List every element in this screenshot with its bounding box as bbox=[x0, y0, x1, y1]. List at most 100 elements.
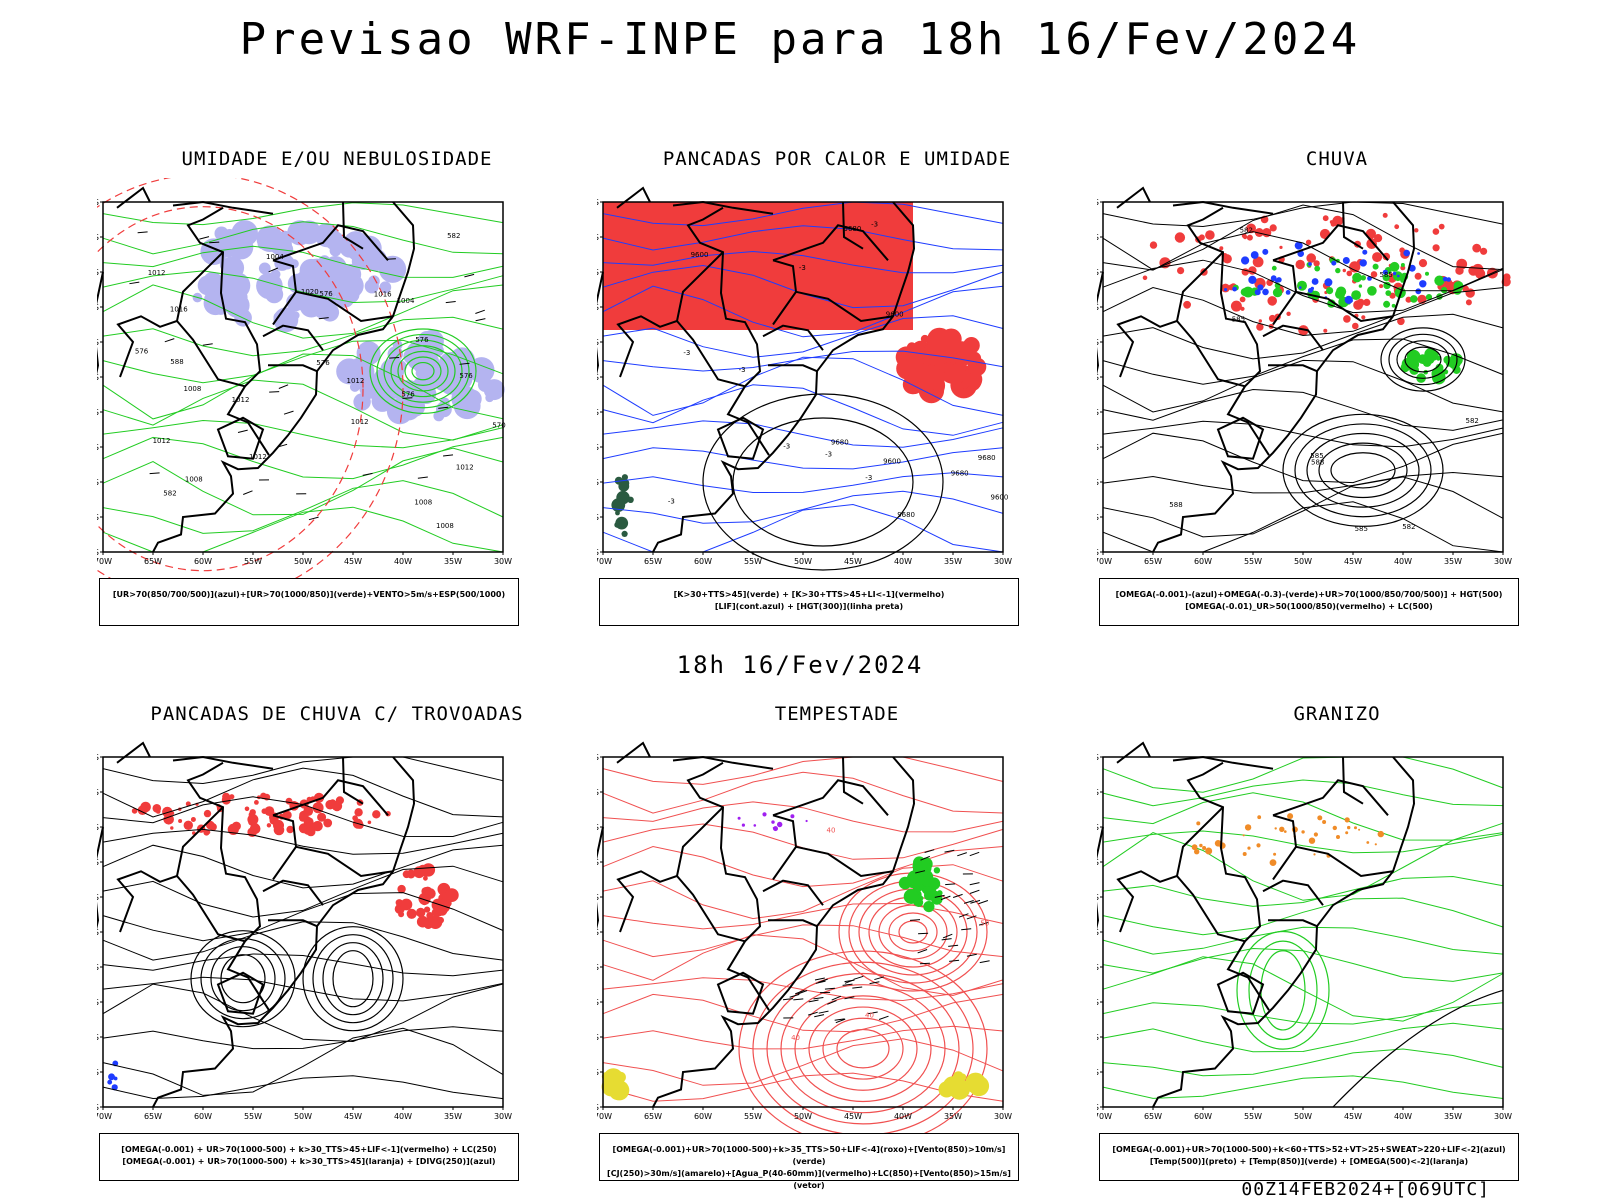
lat-tick-label: 21S bbox=[1097, 858, 1099, 867]
country-border bbox=[117, 188, 150, 208]
legend-line-2: [CJ(250)>30m/s](amarelo)+[Agua_P(40-60mm… bbox=[600, 1168, 1018, 1192]
temp500-contour bbox=[1333, 990, 1503, 1107]
contour-label: 1016 bbox=[170, 306, 188, 314]
instability-blob-ocean bbox=[896, 328, 987, 404]
lat-tick-label: 12S bbox=[97, 753, 99, 762]
legend-box: [K>30+TTS>45](verde) + [K>30+TTS>45+LI<-… bbox=[599, 578, 1019, 626]
lon-tick-label: 30W bbox=[994, 557, 1012, 566]
lat-tick-label: 39S bbox=[1097, 1068, 1099, 1077]
lat-tick-label: 21S bbox=[597, 303, 599, 312]
legend-line-1: [UR>70(850/700/500)](azul)+[UR>70(1000/8… bbox=[100, 589, 518, 601]
lat-tick-label: 39S bbox=[597, 513, 599, 522]
contour-label: 585 bbox=[1355, 525, 1368, 533]
lon-tick-label: 65W bbox=[644, 557, 662, 566]
lon-tick-label: 35W bbox=[444, 1112, 462, 1121]
lon-axis: 70W65W60W55W50W45W40W35W30W bbox=[597, 1107, 1012, 1121]
country-border bbox=[1263, 326, 1323, 351]
lon-axis: 70W65W60W55W50W45W40W35W30W bbox=[1097, 1107, 1512, 1121]
lat-tick-label: 27S bbox=[97, 928, 99, 937]
pw-contours-south bbox=[739, 951, 987, 1133]
lat-tick-label: 24S bbox=[97, 893, 99, 902]
country-border bbox=[1343, 757, 1363, 804]
contour-label: 576 bbox=[135, 347, 149, 355]
lat-tick-label: 39S bbox=[97, 1068, 99, 1077]
lat-tick-label: 27S bbox=[597, 928, 599, 937]
contour-label: 588 bbox=[1169, 501, 1182, 509]
contour-label: 576 bbox=[401, 390, 415, 398]
lon-tick-label: 45W bbox=[1344, 1112, 1362, 1121]
plot-frame bbox=[603, 757, 1003, 1107]
lat-tick-label: 30S bbox=[97, 963, 99, 972]
country-border bbox=[263, 881, 323, 906]
lat-tick-label: 27S bbox=[97, 373, 99, 382]
contour-label: 1012 bbox=[232, 396, 250, 404]
legend-line-2: [OMEGA(-0.01)_UR>50(1000/850)(vermelho) … bbox=[1100, 601, 1518, 613]
lat-tick-label: 33S bbox=[97, 998, 99, 1007]
country-border bbox=[1177, 876, 1245, 941]
legend-line-2: [Temp(500)](preto) + [Temp(850)](verde) … bbox=[1100, 1156, 1518, 1168]
contour-label: 1012 bbox=[351, 418, 369, 426]
contour-label: 1004 bbox=[397, 297, 415, 305]
contour-label: 1004 bbox=[266, 253, 284, 261]
legend-line-2: [LIF](cont.azul) + [HGT(300)](linha pret… bbox=[600, 601, 1018, 613]
contour-label: 9600 bbox=[883, 458, 901, 466]
contour-label: 1008 bbox=[185, 476, 203, 484]
country-border bbox=[677, 876, 745, 941]
lon-tick-label: 55W bbox=[744, 557, 762, 566]
map-svg: 12S15S18S21S24S27S30S33S36S39S42S70W65W6… bbox=[1097, 733, 1523, 1133]
contour-label: -3 bbox=[799, 264, 806, 272]
lat-tick-label: 15S bbox=[1097, 233, 1099, 242]
lon-tick-label: 60W bbox=[694, 557, 712, 566]
lat-tick-label: 42S bbox=[97, 1103, 99, 1112]
lat-tick-label: 30S bbox=[597, 408, 599, 417]
lon-tick-label: 40W bbox=[394, 557, 412, 566]
contour-label: 585 bbox=[1380, 271, 1393, 279]
contour-label: 576 bbox=[459, 372, 473, 380]
country-border bbox=[343, 757, 363, 804]
contour-label: 9600 bbox=[886, 311, 904, 319]
lon-tick-label: 50W bbox=[294, 1112, 312, 1121]
lon-tick-label: 40W bbox=[1394, 1112, 1412, 1121]
contour-label: 1008 bbox=[184, 385, 202, 393]
contour-label: 1008 bbox=[436, 522, 454, 530]
contour-label: 9680 bbox=[831, 438, 849, 446]
lat-tick-label: 21S bbox=[1097, 303, 1099, 312]
contour-label: -3 bbox=[683, 349, 690, 357]
lat-tick-label: 36S bbox=[597, 478, 599, 487]
country-border bbox=[1263, 881, 1323, 906]
lon-tick-label: 45W bbox=[1344, 557, 1362, 566]
contour-label: -3 bbox=[739, 366, 746, 374]
legend-box: [OMEGA(-0.001) + UR>70(1000-500) + k>30_… bbox=[99, 1133, 519, 1181]
rain-red-dots bbox=[1143, 213, 1511, 336]
lon-tick-label: 40W bbox=[894, 1112, 912, 1121]
country-border bbox=[268, 365, 317, 371]
lat-tick-label: 21S bbox=[597, 858, 599, 867]
country-border bbox=[273, 780, 388, 815]
lat-tick-label: 42S bbox=[1097, 548, 1099, 557]
lat-tick-label: 27S bbox=[1097, 373, 1099, 382]
lon-axis: 70W65W60W55W50W45W40W35W30W bbox=[97, 552, 512, 566]
lat-tick-label: 15S bbox=[97, 788, 99, 797]
country-border bbox=[1343, 202, 1363, 249]
rain-cyclone-green bbox=[1401, 348, 1463, 384]
contour-label: 1012 bbox=[148, 269, 166, 277]
contour-label: -3 bbox=[871, 221, 878, 229]
lon-tick-label: 35W bbox=[1444, 557, 1462, 566]
panel-title: CHUVA bbox=[1097, 148, 1577, 170]
lat-tick-label: 42S bbox=[1097, 1103, 1099, 1112]
country-border bbox=[117, 743, 150, 763]
lon-tick-label: 60W bbox=[1194, 1112, 1212, 1121]
contour-label: -3 bbox=[668, 498, 675, 506]
streamline-anticyclonic bbox=[303, 927, 403, 1031]
lat-axis: 12S15S18S21S24S27S30S33S36S39S42S bbox=[97, 198, 103, 557]
panel-tempestade: TEMPESTADE 5040404012S15S18S21S24S27S30S… bbox=[597, 703, 1077, 1203]
lon-tick-label: 50W bbox=[794, 557, 812, 566]
contour-label: 582 bbox=[447, 232, 460, 240]
lat-tick-label: 33S bbox=[1097, 998, 1099, 1007]
legend-box: [OMEGA(-0.001)+UR>70(1000-500)+k>35_TTS>… bbox=[599, 1133, 1019, 1181]
contour-label: 40 bbox=[865, 1012, 874, 1020]
legend-line-1: [OMEGA(-0.001)+UR>70(1000-500)+k>35_TTS>… bbox=[600, 1144, 1018, 1168]
legend-box: [OMEGA(-0.001)+UR>70(1000-500)+k<60+TTS>… bbox=[1099, 1133, 1519, 1181]
contour-label: -3 bbox=[865, 474, 872, 482]
